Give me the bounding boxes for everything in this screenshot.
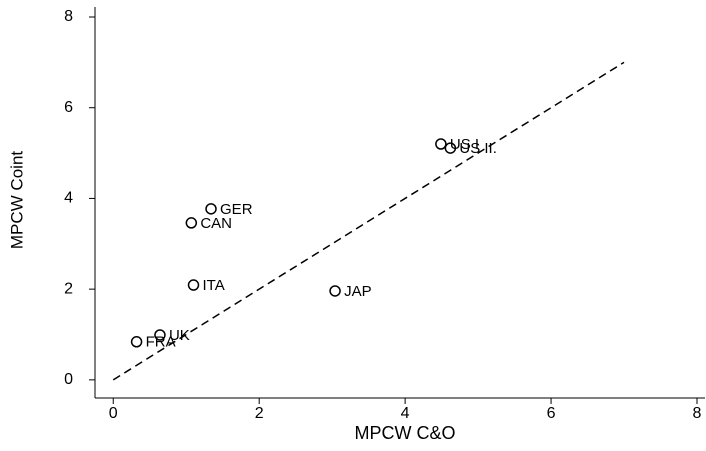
point-label: CAN (200, 215, 232, 232)
x-tick-label: 8 (693, 405, 702, 422)
y-tick-label: 8 (64, 8, 73, 25)
point-label: US I (450, 136, 479, 153)
point (435, 138, 447, 150)
x-tick-label: 0 (109, 405, 118, 422)
y-tick-label: 6 (64, 99, 73, 116)
point (187, 279, 200, 291)
x-tick-label: 4 (401, 405, 410, 422)
point-label: JAP (344, 283, 372, 300)
x-axis-label: MPCW C&O (355, 423, 456, 443)
point (154, 329, 166, 341)
point (444, 142, 457, 154)
point-label: US II. (459, 140, 497, 157)
x-tick-label: 2 (255, 405, 264, 422)
y-axis-label: MPCW Coint (7, 151, 26, 250)
point (205, 203, 217, 215)
reference-line (112, 61, 625, 381)
x-tick-label: 6 (547, 405, 556, 422)
point-label: UK (169, 327, 190, 344)
point (185, 217, 198, 229)
point-label: ITA (203, 277, 225, 294)
y-tick-label: 4 (64, 190, 73, 207)
point-label: FRA (146, 334, 176, 351)
y-tick-label: 0 (64, 371, 73, 388)
point-label: GER (220, 201, 253, 218)
point (329, 285, 341, 297)
point (130, 336, 143, 348)
y-tick-label: 2 (64, 280, 73, 297)
